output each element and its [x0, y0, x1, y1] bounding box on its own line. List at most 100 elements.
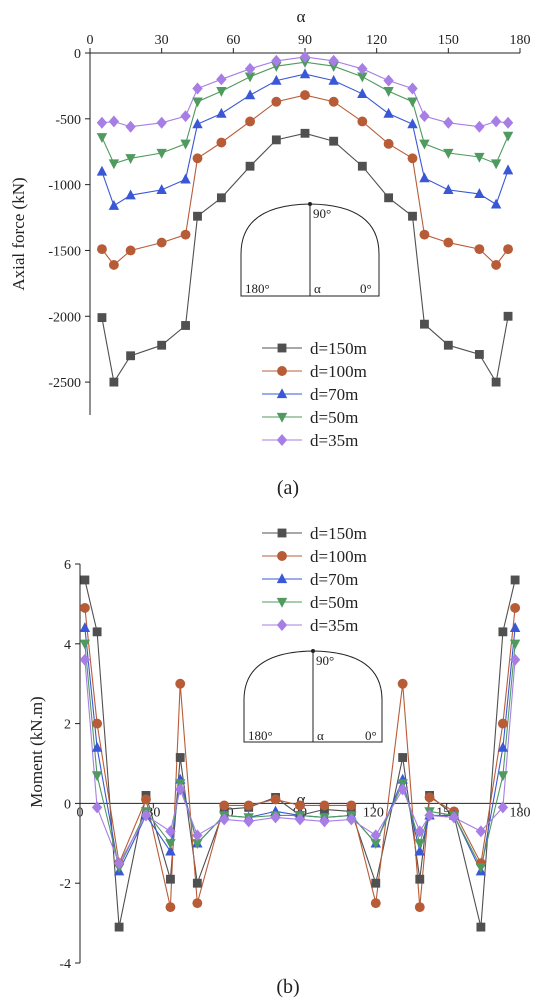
data-point-s0-13	[408, 211, 417, 221]
data-point-s2-10	[328, 74, 339, 85]
data-point-s4-12	[383, 74, 394, 87]
data-point-s4-0	[79, 653, 91, 666]
data-point-s1-13	[407, 153, 418, 164]
data-point-s0-10	[329, 136, 339, 146]
legend-label-1: d=100m	[310, 362, 367, 381]
data-point-s1-13	[370, 898, 381, 909]
data-point-s2-9	[299, 68, 311, 79]
data-point-s1-16	[474, 244, 485, 255]
legend-marker-4	[276, 434, 288, 446]
data-point-s1-14	[419, 229, 430, 240]
data-point-s4-7	[244, 62, 256, 75]
data-point-s0-3	[157, 340, 167, 350]
data-point-s0-4	[181, 321, 190, 330]
x-tick-label: 0	[87, 33, 94, 48]
data-point-s4-14	[419, 110, 430, 123]
data-point-s2-12	[383, 107, 394, 118]
data-point-s3-18	[502, 131, 514, 142]
data-point-s0-15	[415, 874, 425, 884]
inset-label-180: 180°	[245, 281, 270, 296]
inset-label-0: 0°	[360, 281, 372, 296]
data-point-s3-18	[475, 863, 487, 873]
panel-a-axes: 0 30 60 90 120 150 180 0 -500 -1000 -1500 -2000 -250…	[48, 33, 531, 415]
data-point-s1-1	[92, 718, 103, 729]
data-point-s1-9	[270, 794, 281, 805]
data-point-s4-13	[370, 829, 381, 842]
data-point-s4-18	[475, 825, 487, 838]
panel-b-label: (b)	[276, 976, 299, 998]
data-point-s1-3	[141, 794, 151, 805]
data-point-s1-16	[424, 792, 435, 803]
data-point-s2-16	[474, 188, 485, 199]
data-point-s1-10	[295, 800, 305, 811]
legend-label-3: d=50m	[310, 593, 358, 612]
data-point-s1-0	[79, 602, 90, 613]
inset-label-90: 90°	[313, 206, 331, 221]
data-point-s1-9	[300, 90, 310, 101]
data-point-s1-15	[443, 237, 454, 248]
data-point-s3-17	[490, 159, 502, 170]
legend-marker-3	[276, 597, 288, 608]
x-tick-label: 90	[298, 33, 312, 48]
data-point-s1-18	[503, 244, 513, 255]
data-point-s3-2	[125, 154, 136, 165]
data-point-s4-5	[175, 783, 186, 796]
data-point-s0-1	[92, 627, 102, 637]
x-tick-label: 150	[438, 33, 459, 48]
data-point-s0-14	[420, 319, 429, 329]
data-point-s3-15	[414, 839, 425, 850]
tunnel-crown-point	[308, 202, 312, 206]
data-point-s1-12	[346, 800, 357, 811]
data-point-s1-4	[180, 229, 191, 240]
data-point-s4-2	[125, 120, 136, 133]
panel-a-series	[96, 50, 514, 387]
data-point-s1-12	[383, 138, 394, 149]
data-point-s0-1	[109, 377, 119, 387]
data-point-s4-1	[108, 115, 120, 128]
data-point-s3-15	[443, 148, 454, 159]
data-point-s2-1	[108, 199, 120, 210]
data-point-s1-6	[216, 137, 227, 148]
legend-marker-3	[276, 412, 288, 423]
panel-a-xlabel: α	[297, 7, 306, 26]
panel-a-label: (a)	[277, 477, 299, 499]
data-point-s4-8	[271, 54, 282, 67]
inset-label-alpha: α	[314, 281, 321, 296]
data-point-s4-16	[474, 120, 485, 133]
legend-marker-1	[277, 551, 287, 561]
panel-b-xlabel: α	[297, 790, 306, 809]
x-tick-label: 0	[77, 805, 84, 820]
data-point-s1-5	[175, 678, 186, 689]
data-point-s0-2	[114, 922, 124, 932]
legend-label-3: d=50m	[310, 408, 358, 427]
data-point-s4-17	[490, 115, 502, 128]
data-point-s1-2	[125, 245, 136, 256]
data-point-s3-7	[244, 72, 256, 83]
data-point-s0-9	[300, 128, 310, 138]
inset-label-alpha: α	[317, 728, 324, 743]
data-point-s2-14	[419, 172, 430, 183]
data-point-s4-0	[96, 116, 108, 129]
x-tick-label: 60	[226, 33, 240, 48]
panel-a-legend: d=150m d=100m d=70m d=50m d=35m	[262, 339, 367, 450]
data-point-s3-1	[108, 159, 120, 170]
data-point-s4-17	[448, 811, 460, 824]
data-point-s3-13	[370, 839, 381, 850]
data-point-s3-8	[271, 62, 282, 72]
panel-b-series	[79, 575, 521, 932]
data-point-s1-8	[243, 800, 254, 811]
data-point-s4-2	[113, 857, 125, 870]
data-point-s0-12	[384, 193, 394, 203]
data-point-s0-7	[245, 161, 255, 171]
data-point-s1-6	[192, 898, 203, 909]
data-point-s4-18	[502, 116, 514, 129]
data-point-s2-0	[79, 622, 91, 632]
legend-label-2: d=70m	[310, 570, 358, 589]
data-point-s1-19	[497, 718, 508, 729]
legend-marker-1	[277, 366, 287, 376]
data-point-s4-3	[140, 809, 152, 822]
data-point-s1-20	[510, 602, 521, 613]
data-point-s0-13	[371, 878, 381, 888]
